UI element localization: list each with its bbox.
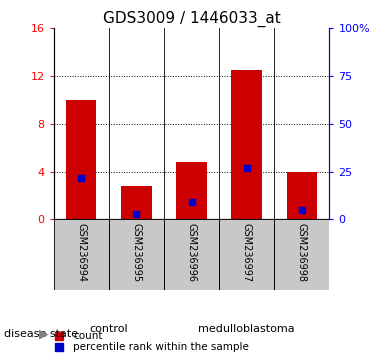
Bar bbox=[176, 162, 207, 219]
Text: control: control bbox=[90, 324, 128, 334]
Bar bbox=[109, 219, 164, 290]
Bar bbox=[66, 100, 97, 219]
Text: GSM236994: GSM236994 bbox=[76, 223, 86, 282]
Text: GSM236998: GSM236998 bbox=[297, 223, 307, 282]
Bar bbox=[286, 172, 317, 219]
Bar bbox=[54, 219, 109, 290]
Text: count: count bbox=[73, 331, 102, 341]
Bar bbox=[121, 186, 152, 219]
Text: GSM236995: GSM236995 bbox=[131, 223, 141, 282]
Title: GDS3009 / 1446033_at: GDS3009 / 1446033_at bbox=[103, 11, 280, 27]
Text: GSM236996: GSM236996 bbox=[187, 223, 196, 282]
Bar bbox=[219, 219, 274, 290]
Bar bbox=[231, 70, 262, 219]
Text: GSM236997: GSM236997 bbox=[242, 223, 252, 282]
Bar bbox=[274, 219, 329, 290]
Text: percentile rank within the sample: percentile rank within the sample bbox=[73, 342, 249, 352]
Text: disease state: disease state bbox=[4, 329, 78, 339]
Text: ▶: ▶ bbox=[39, 328, 49, 341]
Text: medulloblastoma: medulloblastoma bbox=[198, 324, 295, 334]
Bar bbox=[164, 219, 219, 290]
